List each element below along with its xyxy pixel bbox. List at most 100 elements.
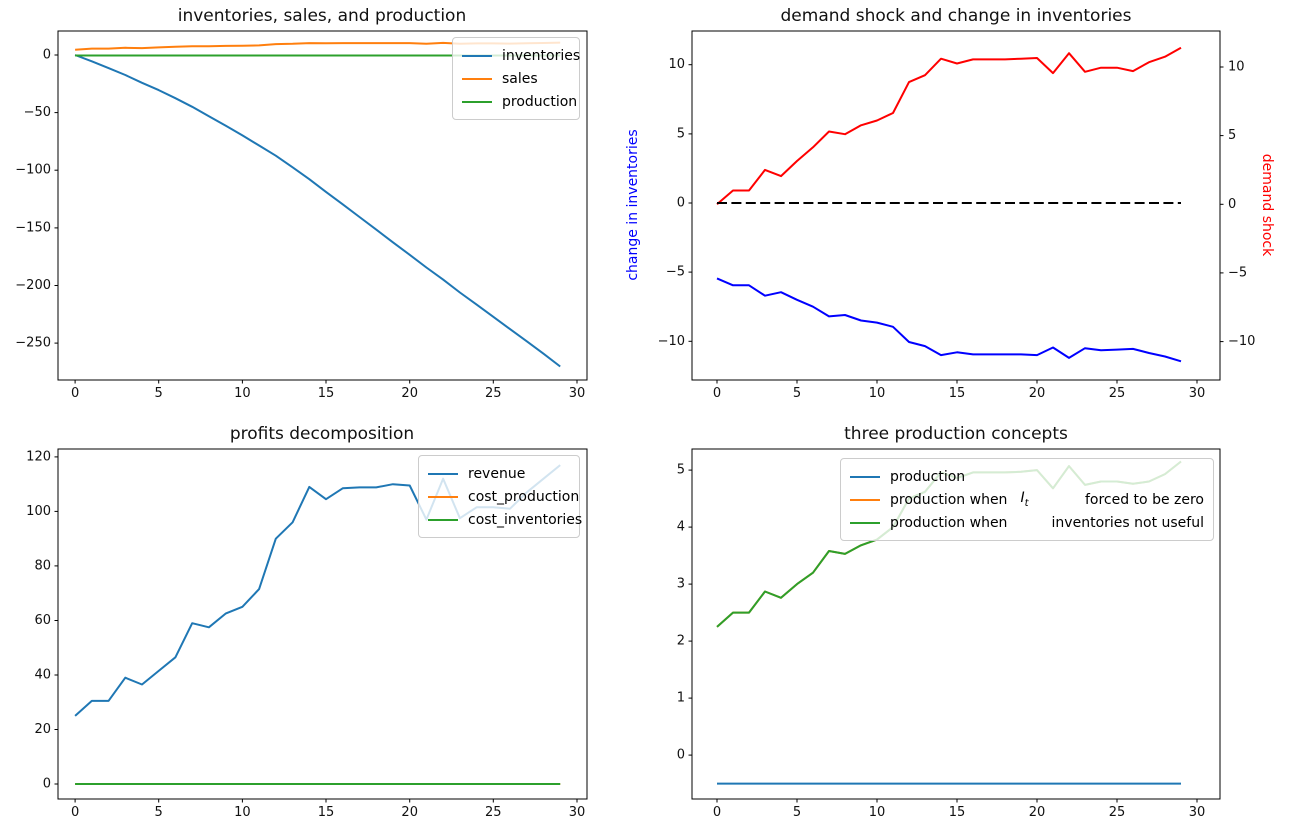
ylabel-demand-shock: demand shock [1259, 153, 1275, 257]
y-tick-label: 60 [34, 613, 51, 628]
legend-inventories-sales-production: inventories sales production [452, 37, 580, 120]
axes-frame [57, 448, 588, 800]
legend-label-right: forced to be zero [1084, 491, 1204, 508]
x-tick-label: 0 [713, 386, 721, 401]
axes-frame [57, 30, 588, 381]
y-tick-label: −250 [15, 336, 51, 351]
chart-title-profits-decomposition: profits decomposition [229, 424, 415, 444]
x-tick-label: 15 [318, 386, 335, 401]
x-tick-label: 5 [155, 386, 163, 401]
legend-swatch [462, 54, 492, 57]
legend-item: cost_inventories [428, 508, 582, 531]
series-demand-shock [716, 46, 1182, 206]
y-tick-label: 0 [43, 777, 51, 792]
series-inventories [74, 54, 561, 368]
y-tick-label-right: 0 [1228, 197, 1236, 212]
y-tick-label: 5 [677, 126, 685, 141]
x-tick-label: 5 [155, 805, 163, 820]
y-tick-label: 100 [26, 504, 51, 519]
legend-swatch [850, 498, 880, 501]
x-tick-label: 0 [71, 805, 79, 820]
ylabel-change-in-inventories: change in inventories [625, 129, 641, 281]
chart-title-inventories-sales-production: inventories, sales, and production [177, 6, 467, 26]
y-tick-label: 4 [677, 520, 685, 535]
x-tick-label: 20 [401, 805, 418, 820]
legend-item: production when It forced to be zero [850, 488, 1204, 511]
y-tick-label: 3 [677, 577, 685, 592]
y-tick-label: 120 [26, 449, 51, 464]
legend-three-production-concepts: production production when It forced to be … [840, 458, 1214, 541]
x-tick-label: 20 [1029, 386, 1046, 401]
y-tick-label-right: 5 [1228, 128, 1236, 143]
y-tick-label: 0 [43, 48, 51, 63]
x-tick-label: 25 [1109, 386, 1126, 401]
x-tick-label: 30 [569, 386, 586, 401]
legend-swatch [850, 475, 880, 478]
legend-label: cost_inventories [468, 511, 583, 528]
y-tick-label: 20 [34, 722, 51, 737]
legend-label: production [502, 93, 578, 110]
legend-label: cost_production [468, 488, 580, 505]
x-tick-label: 25 [485, 805, 502, 820]
legend-item: sales [462, 67, 570, 90]
axes-frame [691, 30, 1221, 381]
x-tick-label: 30 [569, 805, 586, 820]
legend-label: sales [502, 70, 538, 87]
chart-title-demand-shock-change-inventories: demand shock and change in inventories [780, 6, 1132, 26]
legend-profits-decomposition: revenue cost_production cost_inventories [418, 455, 582, 538]
x-tick-label: 5 [793, 805, 801, 820]
x-tick-label: 25 [485, 386, 502, 401]
y-tick-label: −50 [24, 105, 51, 120]
legend-label: production [890, 468, 966, 485]
y-tick-label: 80 [34, 558, 51, 573]
y-tick-label: −10 [658, 334, 685, 349]
y-tick-label: 0 [677, 748, 685, 763]
y-tick-label: 0 [677, 196, 685, 211]
y-tick-label: 5 [677, 463, 685, 478]
legend-item: inventories [462, 44, 580, 67]
y-tick-label: 40 [34, 668, 51, 683]
x-tick-label: 20 [1029, 805, 1046, 820]
x-tick-label: 20 [401, 386, 418, 401]
legend-swatch [428, 495, 458, 498]
x-tick-label: 10 [234, 805, 251, 820]
x-tick-label: 25 [1109, 805, 1126, 820]
x-tick-label: 15 [949, 805, 966, 820]
y-tick-label: −200 [15, 278, 51, 293]
legend-swatch [462, 77, 492, 80]
y-tick-label: 1 [677, 691, 685, 706]
y-tick-label: −100 [15, 163, 51, 178]
legend-math-symbol: It [1020, 490, 1029, 509]
legend-item: production when inventories not useful [850, 511, 1204, 534]
series-change-in-inventories [716, 277, 1182, 363]
y-tick-label: −150 [15, 220, 51, 235]
y-tick-label-right: −5 [1228, 265, 1247, 280]
x-tick-label: 10 [869, 386, 886, 401]
y-tick-label: 10 [668, 57, 685, 72]
legend-swatch [462, 100, 492, 103]
x-tick-label: 15 [318, 805, 335, 820]
x-tick-label: 5 [793, 386, 801, 401]
axes-frame [691, 448, 1221, 800]
y-tick-label: 2 [677, 634, 685, 649]
legend-label: inventories [502, 47, 581, 64]
legend-swatch [428, 472, 458, 475]
x-tick-label: 30 [1189, 805, 1206, 820]
x-tick-label: 15 [949, 386, 966, 401]
legend-label: production when [890, 491, 1008, 508]
x-tick-label: 30 [1189, 386, 1206, 401]
y-tick-label-right: −10 [1228, 334, 1255, 349]
y-tick-label-right: 10 [1228, 60, 1245, 75]
y-tick-label: −5 [666, 265, 685, 280]
legend-item: cost_production [428, 485, 579, 508]
legend-swatch [428, 518, 458, 521]
x-tick-label: 0 [713, 805, 721, 820]
x-tick-label: 0 [71, 386, 79, 401]
legend-label-right: inventories not useful [1051, 514, 1204, 531]
legend-label: production when [890, 514, 1008, 531]
x-tick-label: 10 [234, 386, 251, 401]
legend-label: revenue [468, 465, 526, 482]
x-tick-label: 10 [869, 805, 886, 820]
